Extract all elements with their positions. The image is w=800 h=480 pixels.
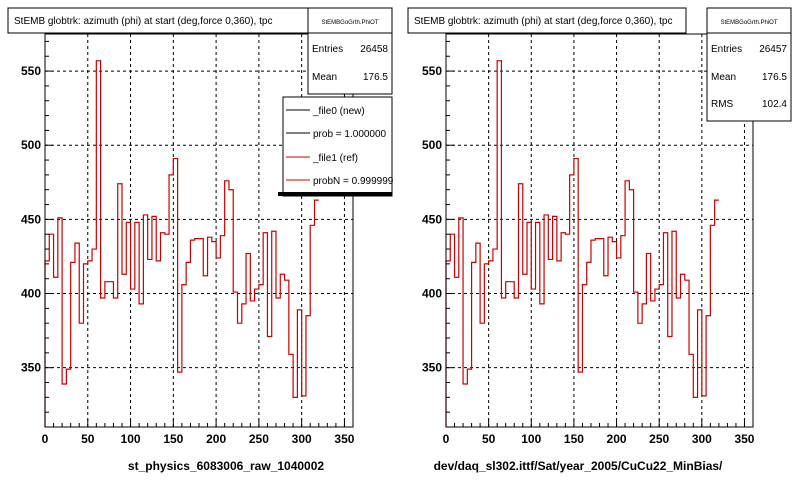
y-tick-label-550: 550 xyxy=(422,64,442,78)
legend-label-0: _file0 (new) xyxy=(312,106,365,117)
left-stats-value-0: 26458 xyxy=(360,44,388,55)
right-stats-label-0: Entries xyxy=(711,44,742,55)
right-stats-value-2: 102.4 xyxy=(762,99,787,110)
histogram-series-0 xyxy=(445,60,719,427)
x-tick-label-200: 200 xyxy=(607,432,627,446)
x-tick-label-250: 250 xyxy=(649,432,669,446)
right-xlabel: dev/daq_sl302.ittf/Sat/year_2005/CuCu22_… xyxy=(434,459,723,473)
x-tick-label-150: 150 xyxy=(564,432,584,446)
y-tick-label-350: 350 xyxy=(21,361,41,375)
legend-label-1: prob = 1.000000 xyxy=(313,129,387,140)
x-tick-label-300: 300 xyxy=(292,432,312,446)
x-tick-label-350: 350 xyxy=(734,432,754,446)
left-plot: 0 50 100 150 200 250 300 350 350 400 450 500 550 xyxy=(21,33,355,446)
x-tick-label-50: 50 xyxy=(482,432,496,446)
y-tick-label-550: 550 xyxy=(21,64,41,78)
legend-label-3: probN = 0.999999 xyxy=(313,176,394,187)
y-tick-label-450: 450 xyxy=(21,212,41,226)
y-tick-label-350: 350 xyxy=(422,361,442,375)
left-stats-box: StEMBGoGrth.PhiOT Entries 26458 Mean 176… xyxy=(307,7,393,95)
legend-label-2: _file1 (ref) xyxy=(312,153,358,164)
left-stats-value-1: 176.5 xyxy=(363,72,388,83)
x-tick-label-200: 200 xyxy=(206,432,226,446)
left-title-box xyxy=(7,7,309,34)
y-tick-label-400: 400 xyxy=(21,287,41,301)
right-stats-value-1: 176.5 xyxy=(762,72,787,83)
histogram-series-0 xyxy=(44,60,319,427)
x-tick-label-300: 300 xyxy=(692,432,712,446)
right-stats-value-0: 26457 xyxy=(759,44,787,55)
x-tick-label-100: 100 xyxy=(121,432,141,446)
left-title: StEMB globtrk: azimuth (phi) at start (d… xyxy=(14,16,272,27)
y-tick-label-500: 500 xyxy=(21,138,41,152)
y-tick-label-450: 450 xyxy=(422,212,442,226)
x-tick-label-50: 50 xyxy=(81,432,95,446)
x-tick-label-0: 0 xyxy=(443,432,450,446)
x-tick-label-0: 0 xyxy=(42,432,49,446)
x-tick-label-150: 150 xyxy=(163,432,183,446)
y-tick-label-400: 400 xyxy=(422,287,442,301)
right-panel: StEMB globtrk: azimuth (phi) at start (d… xyxy=(407,7,792,473)
x-tick-label-100: 100 xyxy=(521,432,541,446)
left-stats-label-0: Entries xyxy=(312,44,343,55)
right-title: StEMB globtrk: azimuth (phi) at start (d… xyxy=(414,16,672,27)
right-stats-label-1: Mean xyxy=(711,72,736,83)
legend: _file0 (new) prob = 1.000000 _file1 (ref… xyxy=(278,96,394,197)
right-stats-label-2: RMS xyxy=(711,99,734,110)
right-stats-name: StEMBGoGrth.PhiOT xyxy=(720,20,777,26)
right-title-box xyxy=(407,7,687,34)
right-stats-box: StEMBGoGrth.PhiOT Entries 26457 Mean 176… xyxy=(706,7,792,122)
left-panel: StEMB globtrk: azimuth (phi) at start (d… xyxy=(7,7,394,473)
plot-frame xyxy=(44,33,354,428)
x-tick-label-250: 250 xyxy=(249,432,269,446)
y-tick-label-500: 500 xyxy=(422,138,442,152)
left-stats-label-1: Mean xyxy=(312,72,337,83)
x-tick-label-350: 350 xyxy=(334,432,354,446)
right-plot: 0 50 100 150 200 250 300 350 350 400 450 500 550 xyxy=(422,33,755,446)
left-stats-name: StEMBGoGrth.PhiOT xyxy=(321,20,378,26)
left-xlabel: st_physics_6083006_raw_1040002 xyxy=(128,459,324,473)
